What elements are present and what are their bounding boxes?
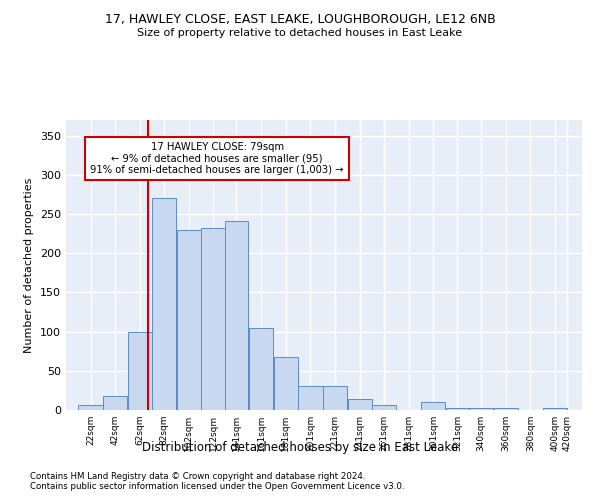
Y-axis label: Number of detached properties: Number of detached properties xyxy=(25,178,34,352)
Bar xyxy=(494,408,518,410)
Bar xyxy=(298,386,323,410)
Text: Contains HM Land Registry data © Crown copyright and database right 2024.: Contains HM Land Registry data © Crown c… xyxy=(30,472,365,481)
Text: Size of property relative to detached houses in East Leake: Size of property relative to detached ho… xyxy=(137,28,463,38)
Bar xyxy=(103,396,127,410)
Bar xyxy=(152,198,176,410)
Bar xyxy=(202,228,226,410)
Bar xyxy=(469,408,493,410)
Bar xyxy=(323,386,347,410)
Bar xyxy=(177,230,201,410)
Bar xyxy=(224,221,248,410)
Bar xyxy=(274,356,298,410)
Bar xyxy=(421,402,445,410)
Bar xyxy=(347,399,372,410)
Bar xyxy=(249,328,274,410)
Text: Distribution of detached houses by size in East Leake: Distribution of detached houses by size … xyxy=(142,441,458,454)
Bar xyxy=(446,408,469,410)
Text: 17, HAWLEY CLOSE, EAST LEAKE, LOUGHBOROUGH, LE12 6NB: 17, HAWLEY CLOSE, EAST LEAKE, LOUGHBOROU… xyxy=(104,12,496,26)
Bar xyxy=(79,406,103,410)
Bar xyxy=(543,408,567,410)
Bar xyxy=(128,332,152,410)
Text: 17 HAWLEY CLOSE: 79sqm
← 9% of detached houses are smaller (95)
91% of semi-deta: 17 HAWLEY CLOSE: 79sqm ← 9% of detached … xyxy=(91,142,344,175)
Bar xyxy=(372,404,397,410)
Text: Contains public sector information licensed under the Open Government Licence v3: Contains public sector information licen… xyxy=(30,482,404,491)
